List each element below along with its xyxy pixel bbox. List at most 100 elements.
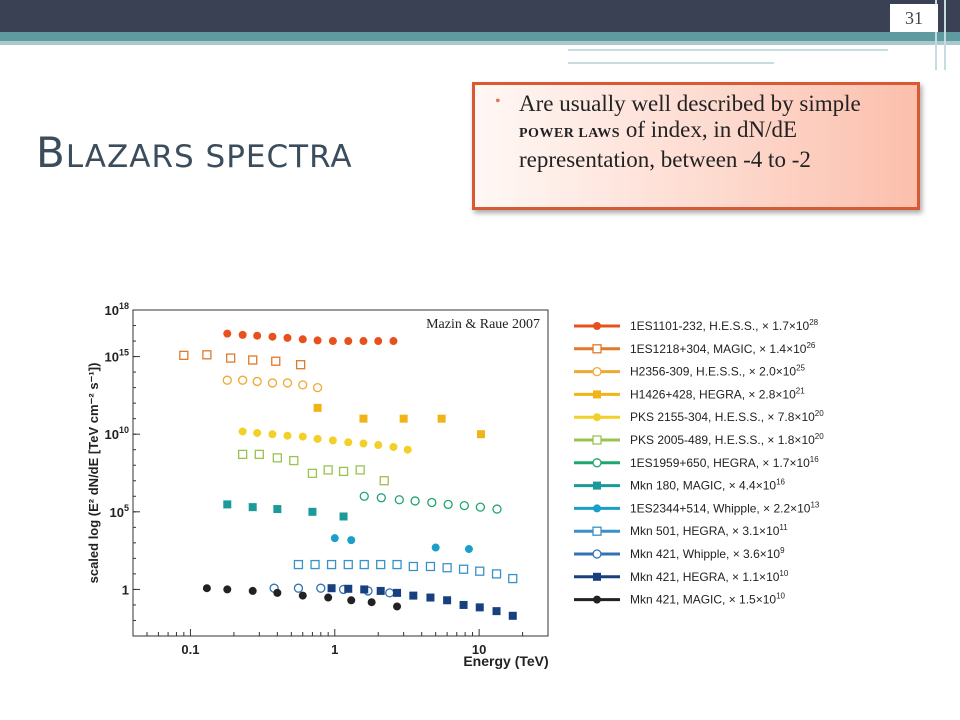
data-point	[389, 337, 398, 346]
data-point	[393, 602, 402, 611]
x-axis-label: Energy (TeV)	[463, 653, 548, 669]
data-point	[399, 414, 408, 423]
data-point	[310, 559, 320, 570]
legend-marker	[593, 595, 601, 604]
legend-marker	[592, 549, 602, 559]
data-point	[359, 491, 369, 501]
data-point	[426, 593, 435, 602]
data-point	[427, 497, 437, 508]
data-point	[355, 465, 365, 475]
legend-label: Mkn 501, HEGRA, × 3.1×1011	[630, 523, 788, 538]
data-point	[254, 449, 264, 460]
decorative-line	[568, 62, 774, 64]
data-point	[376, 559, 386, 570]
data-point	[508, 573, 518, 584]
data-point	[298, 591, 307, 600]
data-point	[459, 600, 468, 609]
slide-number: 31	[890, 4, 938, 32]
data-point	[223, 500, 232, 509]
data-point	[326, 559, 337, 570]
data-point	[443, 596, 452, 605]
data-point	[313, 434, 322, 443]
legend-marker	[593, 413, 601, 422]
legend-marker	[593, 390, 601, 399]
data-point	[374, 441, 383, 450]
top-bar	[0, 0, 960, 32]
data-point	[283, 431, 292, 440]
callout-text-part: Are usually well described by simple	[519, 91, 861, 116]
y-tick-label: 1010	[105, 425, 129, 442]
data-point	[273, 588, 282, 597]
data-point	[323, 465, 333, 475]
data-point	[343, 559, 353, 570]
legend-marker	[592, 435, 602, 445]
data-point	[312, 382, 323, 393]
legend-label: PKS 2155-304, H.E.S.S., × 7.8×1020	[630, 409, 824, 424]
data-point	[268, 430, 277, 439]
legend-marker	[592, 526, 602, 536]
data-point	[459, 500, 470, 511]
data-point	[316, 583, 326, 593]
callout-text-part: of index, in dN/dE representation, betwe…	[519, 117, 811, 172]
data-point	[339, 512, 348, 521]
slide-title-initial: B	[36, 128, 66, 177]
data-point	[475, 566, 485, 576]
data-point	[248, 355, 258, 365]
data-point	[360, 585, 369, 594]
data-point	[344, 584, 353, 593]
data-point	[282, 378, 293, 388]
legend-label: Mkn 421, MAGIC, × 1.5×1010	[630, 592, 786, 607]
data-point	[295, 360, 306, 370]
legend-label: H2356-309, H.E.S.S., × 2.0×1025	[630, 364, 806, 379]
data-point	[359, 559, 369, 570]
decorative-line	[935, 0, 937, 70]
y-tick-label: 1	[122, 582, 129, 597]
data-point	[394, 495, 404, 505]
data-point	[273, 505, 282, 514]
data-point	[376, 493, 386, 503]
legend-marker	[592, 366, 602, 377]
data-point	[253, 428, 262, 437]
data-point	[344, 337, 353, 346]
legend-label: Mkn 421, HEGRA, × 1.1×1010	[630, 569, 789, 584]
data-point	[252, 376, 262, 387]
data-point	[338, 466, 349, 477]
data-point	[389, 442, 398, 451]
data-point	[283, 333, 292, 342]
data-point	[491, 569, 502, 579]
data-point	[324, 593, 333, 602]
legend-label: 1ES1218+304, MAGIC, × 1.4×1026	[630, 341, 816, 356]
data-point	[238, 449, 248, 460]
data-point	[253, 331, 262, 340]
data-point	[359, 439, 368, 448]
data-point	[431, 543, 440, 552]
data-point	[223, 329, 232, 338]
legend-label: Mkn 180, MAGIC, × 4.4×1016	[630, 478, 786, 493]
data-point	[267, 378, 278, 388]
y-axis-label: scaled log (E² dN/dE [TeV cm⁻² s⁻¹])	[86, 363, 101, 584]
legend-marker	[593, 504, 601, 513]
legend-marker	[592, 458, 602, 468]
y-tick-label: 105	[110, 503, 129, 520]
x-tick-label: 10	[472, 642, 486, 657]
data-point	[376, 586, 385, 595]
bullet-icon: •	[495, 93, 501, 110]
data-point	[347, 596, 356, 605]
data-point	[437, 414, 446, 423]
data-point	[344, 438, 353, 447]
data-point	[458, 564, 469, 574]
data-point	[379, 476, 389, 486]
y-tick-label: 1015	[105, 348, 129, 365]
data-point	[328, 436, 337, 445]
data-point	[272, 453, 282, 463]
legend-marker	[593, 481, 601, 490]
data-point	[313, 336, 322, 345]
callout-text: Are usually well described by simple POW…	[519, 91, 911, 173]
legend-label: 1ES1101-232, H.E.S.S., × 1.7×1028	[630, 318, 819, 333]
legend-marker	[592, 344, 602, 354]
data-point	[492, 504, 502, 514]
data-point	[409, 591, 418, 600]
data-point	[238, 427, 247, 436]
data-point	[410, 496, 420, 506]
data-point	[248, 586, 257, 595]
